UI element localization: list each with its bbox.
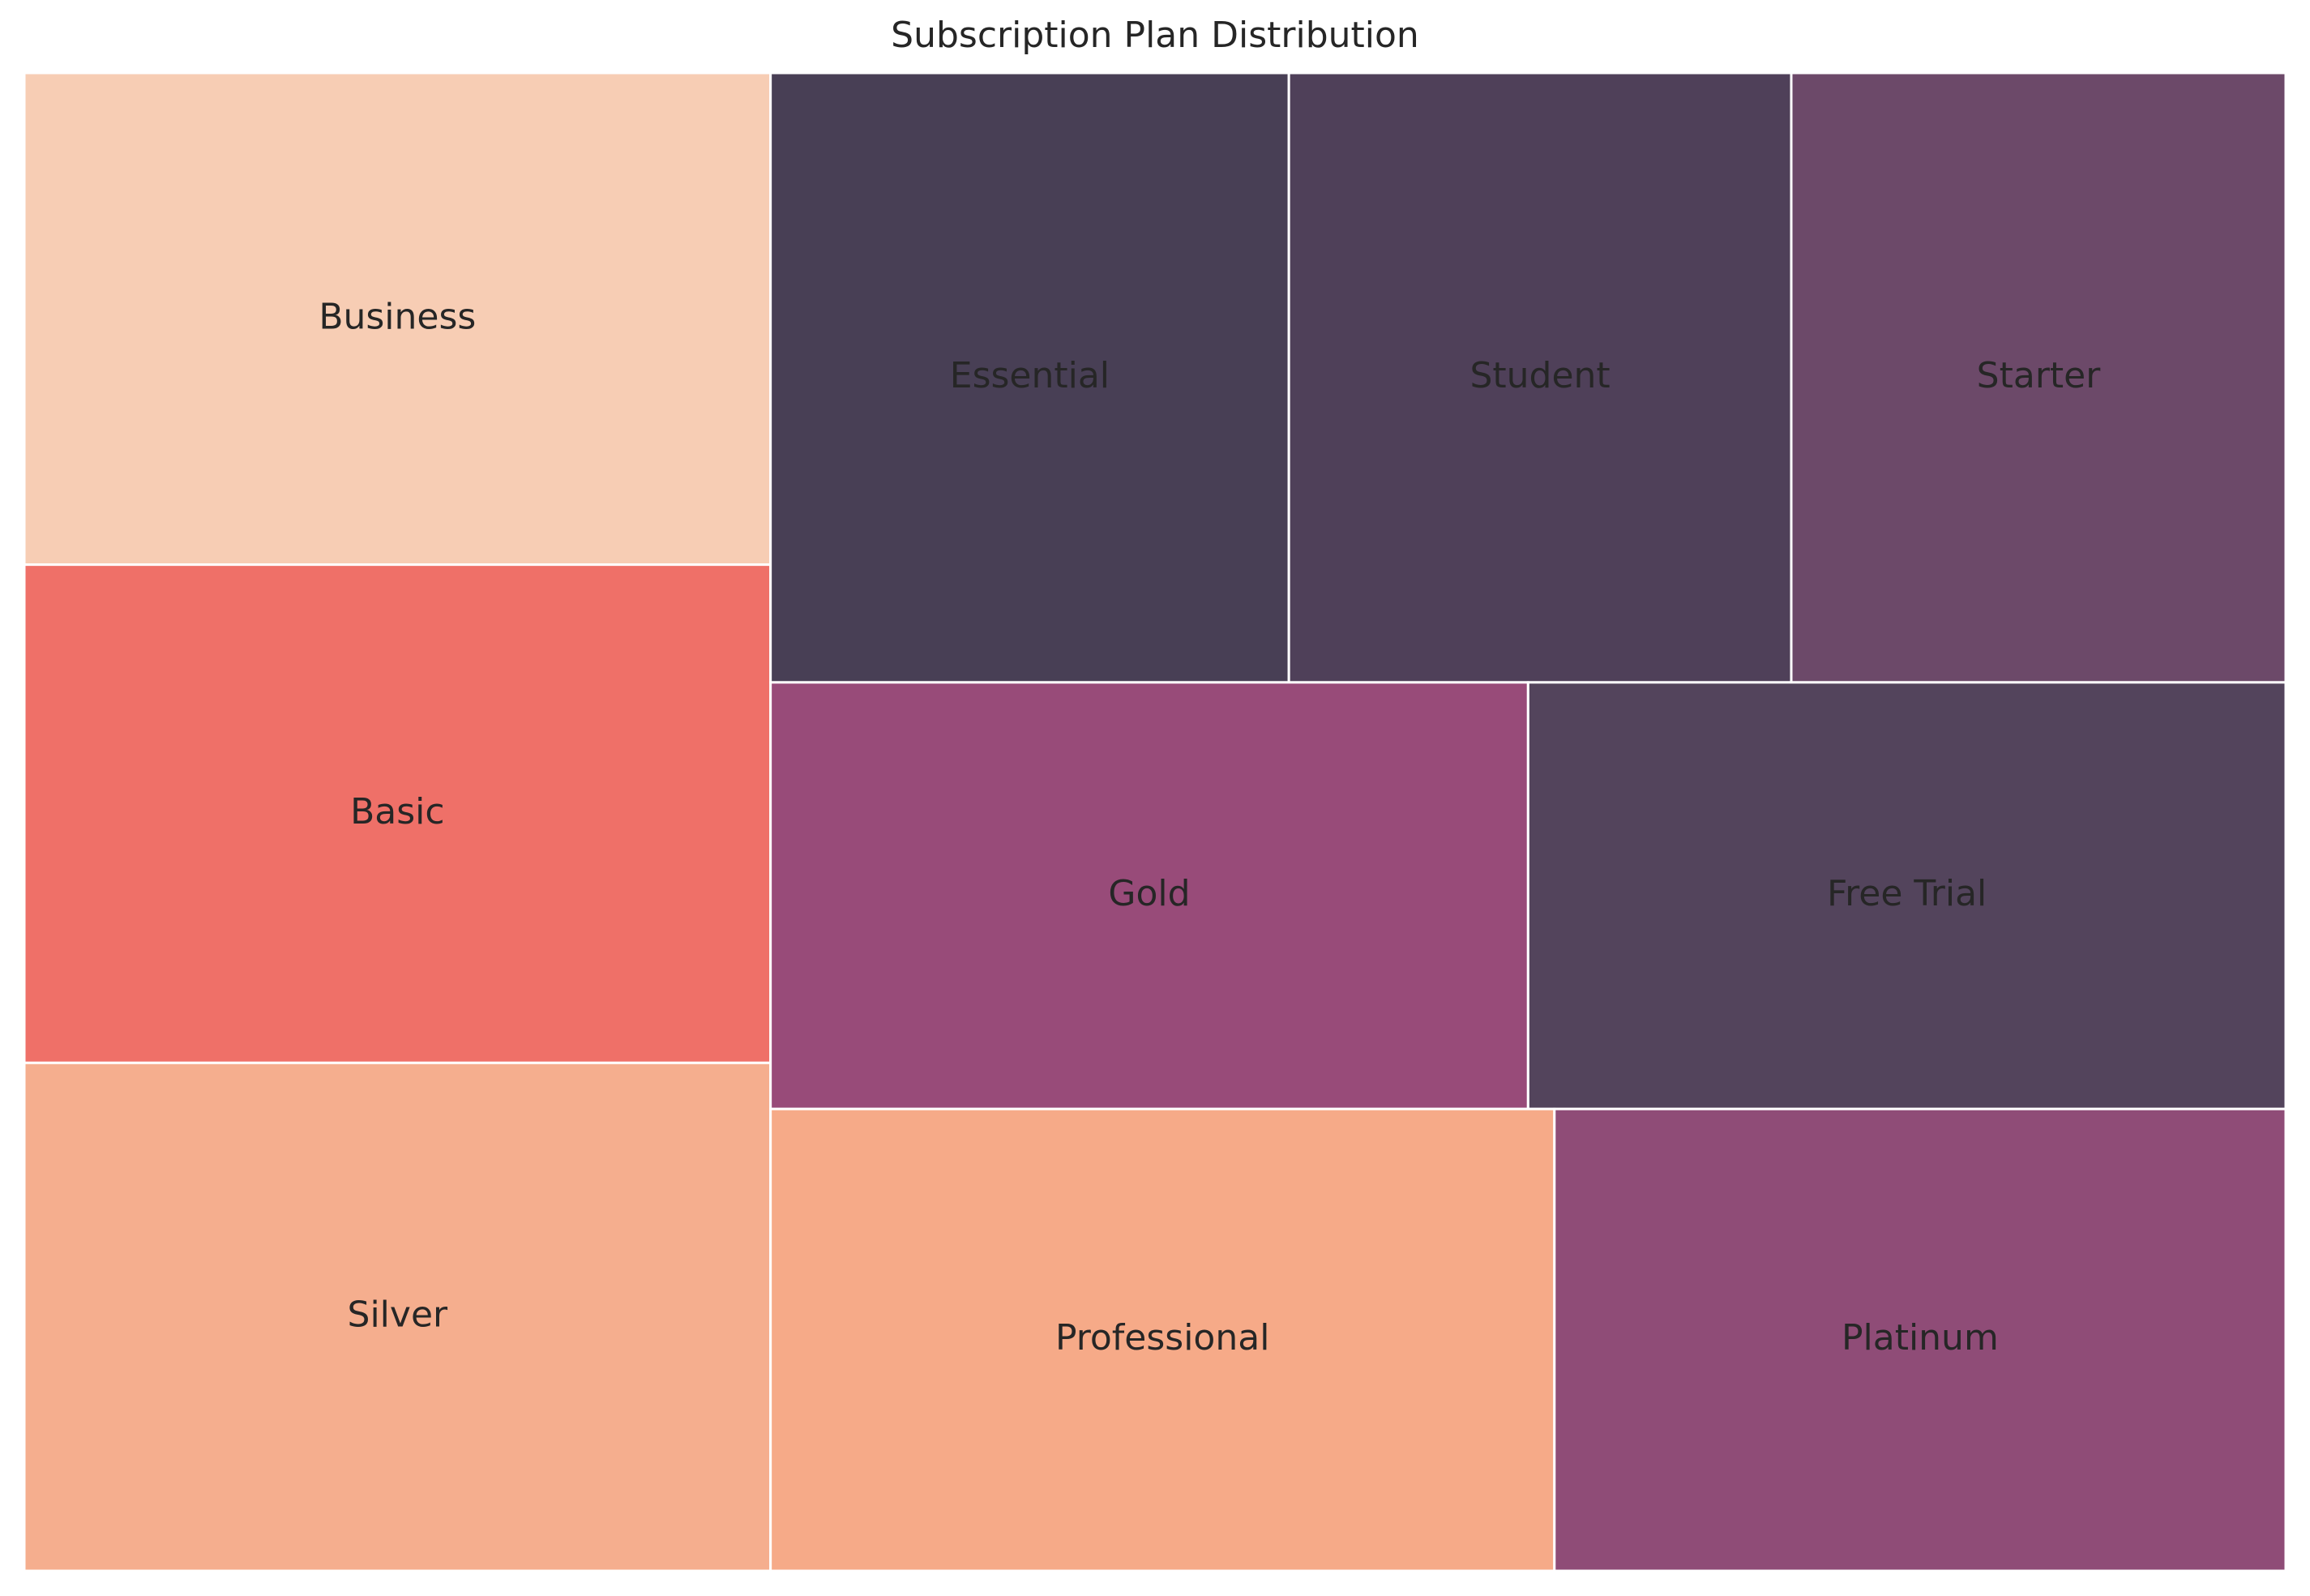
tile-free-trial: [1526, 681, 2287, 1110]
tile-silver: [23, 1061, 772, 1572]
tile-platinum: [1553, 1107, 2287, 1572]
tile-label-platinum: Platinum: [1842, 1317, 1999, 1359]
chart-title: Subscription Plan Distribution: [891, 15, 1419, 56]
tile-label-student: Student: [1469, 355, 1610, 396]
tile-label-professional: Professional: [1055, 1317, 1269, 1359]
tile-label-free-trial: Free Trial: [1827, 873, 1987, 914]
tile-label-silver: Silver: [348, 1294, 448, 1336]
tile-label-starter: Starter: [1977, 355, 2102, 396]
tile-label-gold: Gold: [1108, 873, 1190, 914]
tile-starter: [1790, 71, 2287, 684]
tile-gold: [769, 681, 1529, 1110]
tile-label-basic: Basic: [350, 791, 445, 832]
tile-basic: [23, 563, 772, 1064]
tile-label-essential: Essential: [950, 355, 1110, 396]
tile-label-business: Business: [319, 296, 476, 337]
tile-essential: [769, 71, 1290, 684]
tile-business: [23, 71, 772, 567]
tile-professional: [769, 1107, 1556, 1572]
